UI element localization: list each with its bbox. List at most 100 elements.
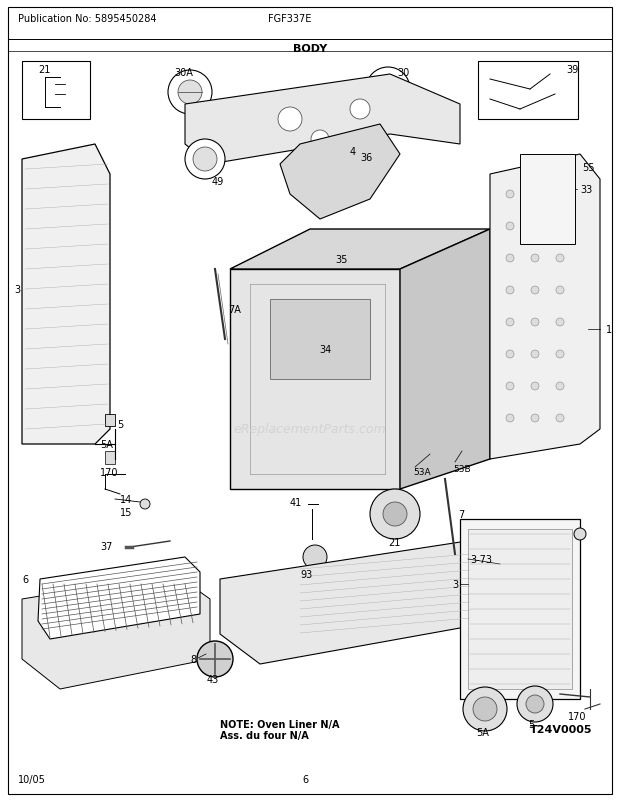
Circle shape: [168, 71, 212, 115]
Circle shape: [506, 318, 514, 326]
Circle shape: [556, 255, 564, 263]
Polygon shape: [490, 155, 600, 460]
Bar: [468, 529, 572, 689]
Text: 36: 36: [360, 153, 372, 163]
Circle shape: [531, 318, 539, 326]
Circle shape: [378, 80, 398, 100]
Text: 3: 3: [14, 285, 20, 294]
Text: 15: 15: [120, 508, 133, 517]
Text: 4: 4: [350, 147, 356, 157]
Circle shape: [526, 695, 544, 713]
Text: 43: 43: [207, 674, 219, 684]
Circle shape: [370, 489, 420, 539]
Polygon shape: [185, 75, 460, 164]
Circle shape: [506, 223, 514, 231]
Text: 3-73: 3-73: [470, 554, 492, 565]
Circle shape: [531, 286, 539, 294]
Polygon shape: [400, 229, 490, 489]
Text: 21: 21: [38, 65, 50, 75]
Text: 30A: 30A: [174, 68, 193, 78]
Text: 53A: 53A: [413, 468, 431, 476]
Bar: [105, 415, 115, 427]
Text: 30: 30: [397, 68, 409, 78]
Text: 14: 14: [120, 494, 132, 504]
Polygon shape: [230, 269, 400, 489]
Text: 5: 5: [528, 719, 534, 729]
Circle shape: [506, 255, 514, 263]
Text: 5A: 5A: [100, 439, 113, 449]
Circle shape: [531, 191, 539, 199]
Circle shape: [366, 68, 410, 111]
Text: 41: 41: [290, 497, 302, 508]
Circle shape: [197, 642, 233, 677]
Text: 170: 170: [568, 711, 587, 721]
Text: 34: 34: [319, 345, 331, 354]
Circle shape: [311, 131, 329, 149]
Circle shape: [531, 255, 539, 263]
Text: 35: 35: [335, 255, 347, 265]
Text: 170: 170: [100, 468, 118, 477]
Text: 10/05: 10/05: [18, 774, 46, 784]
Text: Ass. du four N/A: Ass. du four N/A: [220, 730, 309, 740]
Text: Publication No: 5895450284: Publication No: 5895450284: [18, 14, 156, 24]
Polygon shape: [22, 145, 110, 444]
Circle shape: [506, 383, 514, 391]
Circle shape: [506, 415, 514, 423]
Polygon shape: [220, 539, 510, 664]
Polygon shape: [280, 125, 400, 220]
Text: 93: 93: [300, 569, 312, 579]
Polygon shape: [230, 229, 490, 269]
Circle shape: [178, 81, 202, 105]
Circle shape: [473, 697, 497, 721]
Text: 1: 1: [606, 325, 612, 334]
Bar: [460, 520, 580, 699]
Circle shape: [574, 529, 586, 541]
Text: 5A: 5A: [476, 727, 489, 737]
Bar: [478, 62, 578, 119]
Circle shape: [556, 415, 564, 423]
Bar: [22, 62, 90, 119]
Text: 7A: 7A: [228, 305, 241, 314]
Circle shape: [531, 383, 539, 391]
Circle shape: [556, 318, 564, 326]
Circle shape: [506, 286, 514, 294]
Circle shape: [185, 140, 225, 180]
Circle shape: [383, 502, 407, 526]
Circle shape: [506, 350, 514, 358]
Text: T24V0005: T24V0005: [530, 724, 593, 734]
Text: 55: 55: [582, 163, 595, 172]
Text: 39: 39: [566, 65, 578, 75]
Text: BODY: BODY: [293, 44, 327, 54]
Circle shape: [506, 191, 514, 199]
Circle shape: [556, 191, 564, 199]
Text: NOTE: Oven Liner N/A: NOTE: Oven Liner N/A: [220, 719, 340, 729]
Text: eReplacementParts.com: eReplacementParts.com: [234, 423, 386, 436]
Circle shape: [140, 500, 150, 509]
Circle shape: [556, 286, 564, 294]
Text: 37: 37: [100, 541, 112, 551]
Text: FGF337E: FGF337E: [268, 14, 312, 24]
Bar: [520, 155, 575, 245]
Circle shape: [278, 107, 302, 132]
Text: 6: 6: [302, 774, 308, 784]
Circle shape: [556, 350, 564, 358]
Circle shape: [556, 223, 564, 231]
Circle shape: [531, 415, 539, 423]
Text: 21: 21: [388, 537, 401, 547]
Polygon shape: [22, 574, 210, 689]
Circle shape: [350, 100, 370, 119]
Text: 49: 49: [212, 176, 224, 187]
Circle shape: [556, 383, 564, 391]
Polygon shape: [38, 557, 200, 639]
Text: 5: 5: [117, 419, 123, 429]
Text: 7: 7: [458, 509, 464, 520]
Circle shape: [463, 687, 507, 731]
Circle shape: [531, 350, 539, 358]
Text: 3: 3: [452, 579, 458, 589]
Circle shape: [517, 687, 553, 722]
Text: 53B: 53B: [453, 464, 471, 473]
Circle shape: [193, 148, 217, 172]
Circle shape: [531, 223, 539, 231]
Circle shape: [303, 545, 327, 569]
Text: 33: 33: [580, 184, 592, 195]
